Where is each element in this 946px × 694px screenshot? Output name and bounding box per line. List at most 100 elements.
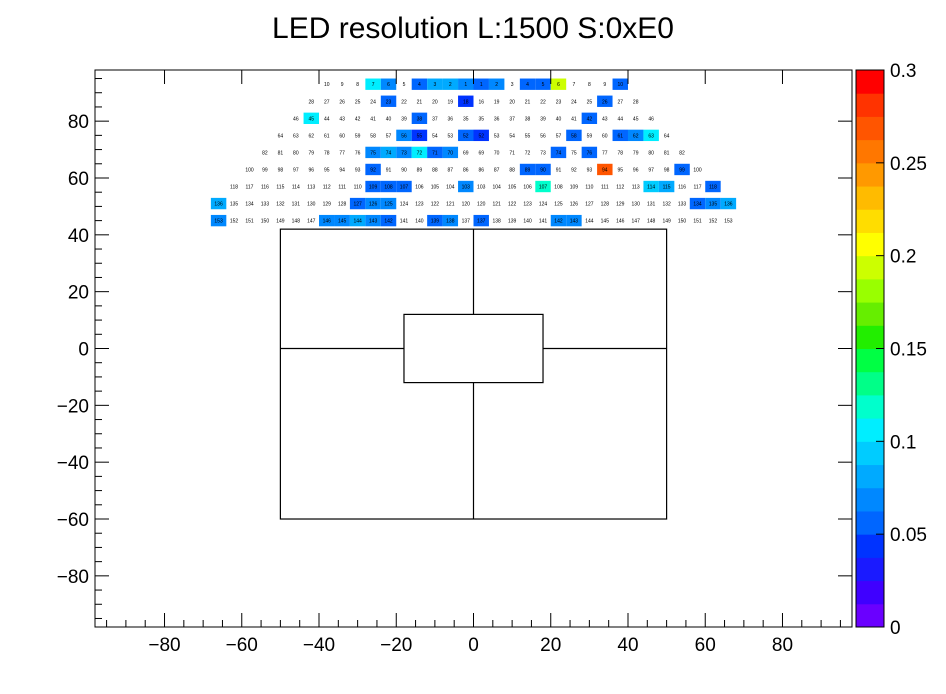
cell-label: 106 [415,185,424,191]
heatmap-cell [411,78,428,90]
cell-label: 54 [432,133,438,139]
cell-label: 7 [573,82,576,88]
cell-label: 99 [679,167,685,173]
colorbar-swatch [856,93,884,117]
cell-label: 94 [339,167,345,173]
heatmap-cell [349,214,366,227]
cell-label: 120 [462,202,471,208]
cell-label: 70 [494,150,500,156]
cell-label: 64 [664,133,670,139]
cell-label: 91 [556,167,562,173]
cell-label: 71 [432,150,438,156]
cell-label: 104 [446,185,455,191]
cell-label: 76 [587,150,593,156]
heatmap-cell [380,78,397,90]
cell-label: 153 [214,219,223,225]
cell-label: 116 [261,185,269,191]
cell-label: 19 [448,99,454,105]
x-tick-label: 40 [617,635,638,656]
colorbar-tick-label: 0.05 [890,525,927,546]
cell-label: 53 [448,133,454,139]
cell-label: 121 [493,202,502,208]
cell-label: 147 [632,219,641,225]
cell-label: 152 [709,219,718,225]
cell-label: 108 [384,185,393,191]
x-tick-label: −60 [226,635,258,656]
cell-label: 25 [587,99,593,105]
cell-label: 125 [384,202,393,208]
cell-label: 18 [463,99,469,105]
cell-label: 136 [214,202,223,208]
cell-label: 10 [324,82,330,88]
heatmap-cell [550,78,567,90]
cell-label: 139 [431,219,440,225]
cell-label: 135 [709,202,718,208]
cell-label: 22 [401,99,407,105]
heatmap-cell [380,197,397,210]
cell-label: 141 [539,219,548,225]
cell-label: 74 [556,150,562,156]
heatmap-cell [720,197,737,210]
heatmap-cell [581,112,598,124]
cell-label: 43 [339,116,345,122]
heatmap-cell [411,112,428,124]
cell-label: 59 [587,133,593,139]
cell-label: 20 [432,99,438,105]
heatmap-cell [380,214,397,227]
cell-label: 124 [539,202,548,208]
heatmap-cell [303,112,320,124]
y-tick-label: −20 [57,396,89,417]
cell-label: 8 [588,82,591,88]
x-tick-label: 0 [468,635,479,656]
cell-label: 132 [276,202,285,208]
cell-label: 16 [478,99,484,105]
x-tick-label: 80 [772,635,793,656]
cell-label: 131 [292,202,301,208]
cell-label: 3 [511,82,514,88]
cell-label: 26 [339,99,345,105]
heatmap-cell [612,78,628,90]
colorbar-swatch [856,209,884,233]
cell-label: 138 [493,219,502,225]
heatmap-cell [535,78,551,90]
cell-label: 124 [400,202,409,208]
cell-label: 77 [339,150,345,156]
cell-label: 140 [415,219,424,225]
heatmap-cell [380,146,397,159]
heatmap-cell [427,214,443,227]
cell-label: 39 [401,116,407,122]
cell-label: 129 [616,202,625,208]
cell-label: 144 [353,219,362,225]
cell-label: 79 [309,150,315,156]
heatmap-cell [365,214,381,227]
cell-label: 140 [523,219,532,225]
chart-title: LED resolution L:1500 S:0xE0 [272,12,674,45]
cell-label: 86 [478,167,484,173]
cell-label: 122 [431,202,440,208]
heatmap-cell [705,197,721,210]
colorbar-tick-label: 0 [890,618,901,639]
cell-label: 134 [693,202,702,208]
cell-label: 21 [525,99,531,105]
cell-label: 118 [709,185,717,191]
heatmap-cell [411,129,428,142]
cell-label: 126 [369,202,378,208]
cell-label: 2 [449,82,452,88]
colorbar-swatch [856,325,884,349]
cell-label: 141 [400,219,409,225]
axes: −80 −60 −40 −20 0 20 40 60 80 −80 −60 −40 −20 0 20 40 60… [57,70,852,656]
cell-label: 27 [617,99,623,105]
heatmap-cell [627,129,644,142]
cell-label: 36 [494,116,500,122]
cell-label: 86 [463,167,469,173]
colorbar-swatch [856,418,884,442]
colorbar-swatch [856,348,884,373]
cell-label: 94 [602,167,608,173]
cell-label: 144 [585,219,594,225]
cell-label: 56 [401,133,407,139]
heatmap-cell [612,129,628,142]
x-tick-label: −40 [303,635,335,656]
cell-label: 42 [355,116,361,122]
cell-label: 112 [323,185,331,191]
cell-label: 129 [323,202,332,208]
